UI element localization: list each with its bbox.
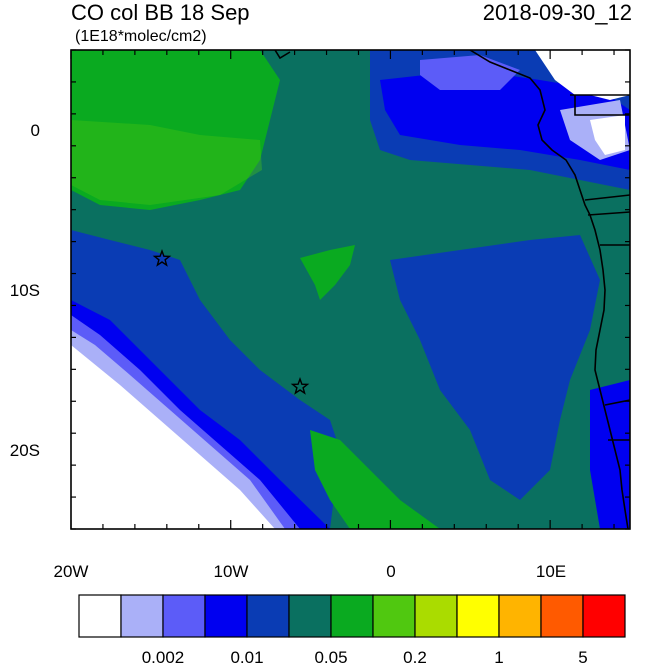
colorbar	[78, 594, 626, 638]
colorbar-swatch	[372, 594, 416, 638]
colorbar-swatch	[414, 594, 458, 638]
colorbar-swatch	[288, 594, 332, 638]
field-bright-blue-east	[590, 380, 630, 529]
field-white-sw	[71, 345, 275, 529]
colorbar-swatch	[246, 594, 290, 638]
cb-label-0: 0.002	[142, 648, 185, 667]
colorbar-swatch	[330, 594, 374, 638]
colorbar-swatch	[162, 594, 206, 638]
map-field	[71, 50, 630, 529]
colorbar-swatch	[120, 594, 164, 638]
units-label: (1E18*molec/cm2)	[75, 28, 207, 45]
y-tick-label-10s: 10S	[10, 281, 40, 300]
cb-label-5: 5	[578, 648, 587, 667]
cb-label-3: 0.2	[403, 648, 427, 667]
cb-label-1: 0.01	[230, 648, 263, 667]
land-white-ne-2	[590, 115, 625, 155]
x-axis-labels: 20W 10W 0 10E	[54, 562, 567, 581]
colorbar-swatch	[78, 594, 122, 638]
colorbar-swatch	[582, 594, 626, 638]
field-green-nw	[71, 50, 280, 210]
x-tick-label-0: 0	[386, 562, 395, 581]
star-marker-2	[290, 376, 310, 395]
map-frame	[70, 49, 631, 530]
land-white-ne	[535, 50, 630, 100]
timestamp: 2018-09-30_12	[482, 0, 632, 25]
colorbar-swatch	[498, 594, 542, 638]
cb-label-4: 1	[494, 648, 503, 667]
colorbar-swatch	[204, 594, 248, 638]
x-tick-label-10w: 10W	[214, 562, 249, 581]
y-tick-label-0: 0	[31, 121, 40, 140]
colorbar-swatch	[456, 594, 500, 638]
x-tick-label-10e: 10E	[536, 562, 566, 581]
axis-ticks	[70, 49, 630, 530]
colorbar-swatch	[540, 594, 584, 638]
y-axis-labels: 0 10S 20S	[10, 121, 40, 460]
cb-label-2: 0.05	[314, 648, 347, 667]
markers	[152, 248, 310, 395]
star-marker-1	[152, 248, 172, 267]
y-tick-label-20s: 20S	[10, 441, 40, 460]
field-green-central	[300, 245, 355, 300]
x-tick-label-20w: 20W	[54, 562, 89, 581]
field-green-light-nw	[71, 120, 262, 205]
field-green-south	[310, 430, 440, 529]
field-blue-east	[390, 235, 600, 500]
colorbar-labels: 0.002 0.01 0.05 0.2 1 5	[142, 648, 588, 667]
plot-title: CO col BB 18 Sep	[71, 0, 250, 25]
field-bright-blue-ne	[380, 70, 630, 170]
coastline	[274, 50, 630, 529]
